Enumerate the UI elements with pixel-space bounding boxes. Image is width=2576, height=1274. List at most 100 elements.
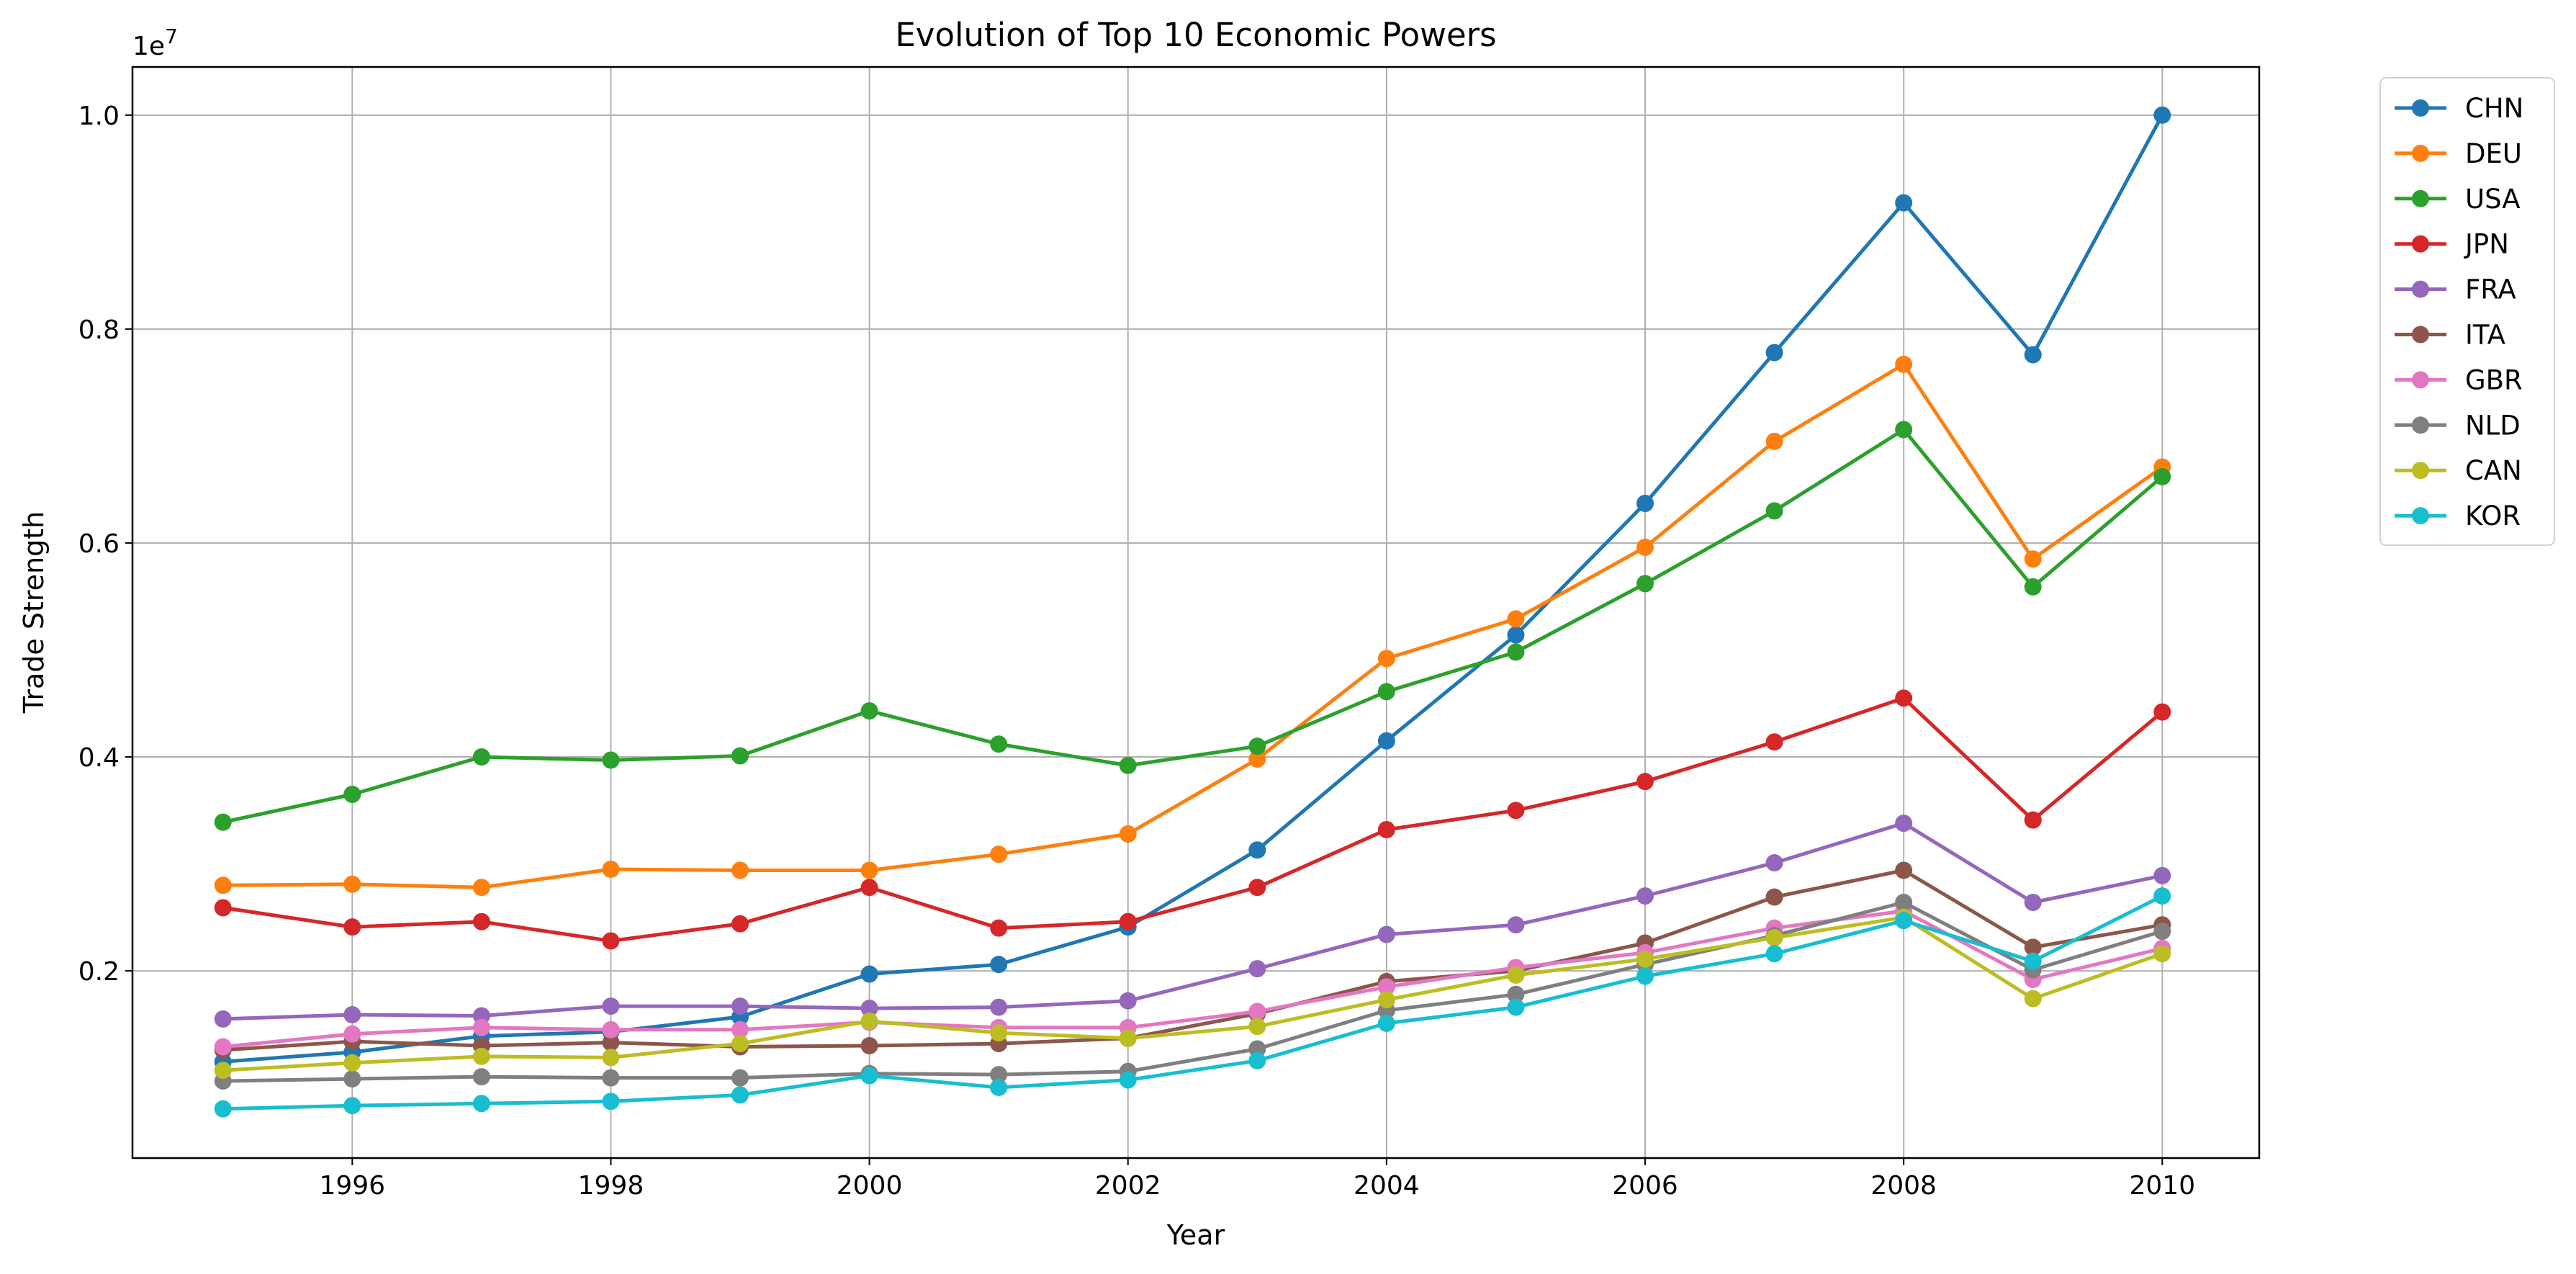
data-point-chn bbox=[1248, 841, 1266, 859]
data-point-chn bbox=[990, 956, 1008, 974]
data-point-can bbox=[1119, 1029, 1137, 1047]
data-point-jpn bbox=[472, 912, 490, 930]
legend-item-jpn: JPN bbox=[2395, 229, 2509, 260]
data-point-kor bbox=[1119, 1071, 1137, 1089]
legend-label: DEU bbox=[2465, 138, 2522, 169]
data-point-kor bbox=[990, 1078, 1008, 1096]
data-point-usa bbox=[1636, 575, 1654, 593]
data-point-deu bbox=[1895, 355, 1913, 373]
data-point-usa bbox=[731, 747, 749, 765]
data-point-usa bbox=[1377, 683, 1395, 701]
y-tick-label: 0.8 bbox=[78, 315, 120, 345]
data-point-jpn bbox=[1377, 821, 1395, 839]
data-point-deu bbox=[1248, 750, 1266, 768]
data-point-usa bbox=[990, 735, 1008, 753]
data-point-fra bbox=[1377, 925, 1395, 943]
data-point-nld bbox=[2153, 923, 2171, 941]
legend-item-ita: ITA bbox=[2395, 320, 2505, 351]
data-point-kor bbox=[2024, 952, 2042, 970]
data-point-kor bbox=[343, 1097, 361, 1115]
y-tick-label: 0.6 bbox=[78, 529, 120, 559]
data-point-jpn bbox=[2024, 811, 2042, 829]
data-point-usa bbox=[602, 751, 620, 769]
data-point-can bbox=[1636, 950, 1654, 968]
data-point-kor bbox=[860, 1067, 878, 1085]
data-point-kor bbox=[214, 1100, 232, 1118]
legend-label: CHN bbox=[2465, 93, 2523, 124]
series-line-chn bbox=[222, 114, 2164, 1064]
data-point-deu bbox=[990, 845, 1008, 863]
data-point-can bbox=[1507, 966, 1525, 984]
data-point-usa bbox=[1119, 756, 1137, 774]
data-point-kor bbox=[1765, 945, 1783, 963]
data-point-kor bbox=[602, 1093, 620, 1111]
data-point-fra bbox=[731, 997, 749, 1015]
x-tick-label: 2010 bbox=[2130, 1171, 2196, 1201]
data-point-jpn bbox=[1119, 912, 1137, 930]
data-point-fra bbox=[1765, 854, 1783, 872]
legend: CHN DEU USA JPN FRA ITA GBR NLD CAN KOR bbox=[2379, 77, 2555, 546]
data-point-can bbox=[860, 1012, 878, 1030]
series-line-deu bbox=[222, 362, 2163, 889]
data-point-fra bbox=[602, 997, 620, 1015]
data-point-can bbox=[343, 1054, 361, 1072]
data-point-usa bbox=[1507, 643, 1525, 661]
data-point-chn bbox=[1507, 626, 1525, 644]
series-kor bbox=[214, 887, 2171, 1118]
data-point-gbr bbox=[602, 1020, 620, 1039]
data-point-nld bbox=[602, 1069, 620, 1087]
series-jpn bbox=[214, 689, 2171, 950]
data-point-deu bbox=[343, 875, 361, 893]
data-point-deu bbox=[1507, 610, 1525, 628]
data-point-deu bbox=[1765, 432, 1783, 450]
data-point-kor bbox=[1507, 998, 1525, 1016]
data-point-usa bbox=[1765, 502, 1783, 520]
data-point-chn bbox=[2153, 106, 2171, 124]
data-point-gbr bbox=[1377, 978, 1395, 996]
data-point-can bbox=[1377, 991, 1395, 1009]
data-point-nld bbox=[1507, 985, 1525, 1003]
x-tick-label: 2006 bbox=[1612, 1171, 1678, 1201]
legend-label: ITA bbox=[2465, 320, 2505, 351]
data-point-usa bbox=[1248, 737, 1266, 755]
legend-label: USA bbox=[2465, 184, 2521, 215]
series-deu bbox=[214, 355, 2171, 897]
data-point-fra bbox=[1895, 815, 1913, 833]
data-point-chn bbox=[860, 965, 878, 983]
data-point-deu bbox=[602, 860, 620, 878]
x-axis-label: Year bbox=[1166, 1219, 1225, 1251]
data-point-ita bbox=[2024, 938, 2042, 956]
legend-label: FRA bbox=[2465, 274, 2516, 305]
data-point-deu bbox=[1636, 538, 1654, 556]
x-tick-label: 2008 bbox=[1870, 1171, 1937, 1201]
series-line-usa bbox=[222, 428, 2163, 825]
series-fra bbox=[214, 815, 2171, 1028]
legend-swatch-marker bbox=[2412, 371, 2429, 389]
data-point-fra bbox=[860, 1000, 878, 1018]
data-point-can bbox=[602, 1049, 620, 1067]
legend-item-nld: NLD bbox=[2395, 410, 2521, 441]
data-point-usa bbox=[214, 813, 232, 831]
data-point-deu bbox=[2024, 550, 2042, 568]
legend-item-chn: CHN bbox=[2395, 93, 2523, 124]
data-point-jpn bbox=[731, 915, 749, 933]
legend-label: CAN bbox=[2465, 455, 2522, 486]
data-point-usa bbox=[2153, 467, 2171, 485]
data-point-kor bbox=[472, 1095, 490, 1113]
data-point-nld bbox=[731, 1069, 749, 1087]
data-point-jpn bbox=[1765, 733, 1783, 751]
data-point-jpn bbox=[343, 918, 361, 936]
data-point-can bbox=[2024, 990, 2042, 1008]
legend-item-usa: USA bbox=[2395, 184, 2521, 215]
data-point-fra bbox=[2153, 866, 2171, 884]
data-point-jpn bbox=[1895, 689, 1913, 707]
plot-area-frame bbox=[131, 66, 2261, 1159]
legend-swatch-marker bbox=[2412, 189, 2429, 207]
data-point-gbr bbox=[472, 1018, 490, 1036]
data-point-chn bbox=[2024, 346, 2042, 364]
data-point-chn bbox=[1765, 344, 1783, 362]
data-point-deu bbox=[472, 879, 490, 897]
data-point-fra bbox=[214, 1010, 232, 1028]
data-point-jpn bbox=[602, 932, 620, 950]
